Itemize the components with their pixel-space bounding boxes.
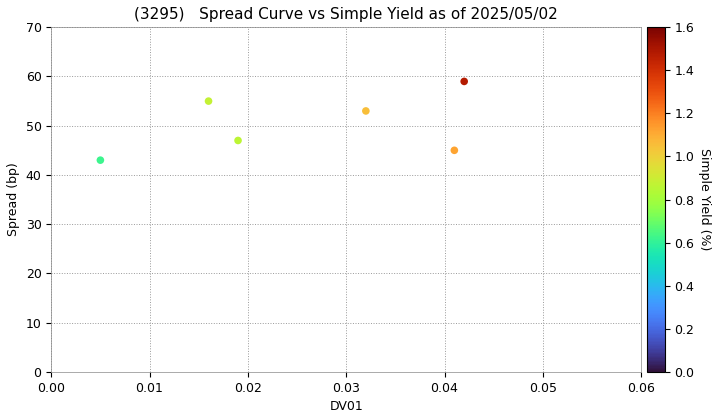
Y-axis label: Simple Yield (%): Simple Yield (%) [698, 148, 711, 251]
X-axis label: DV01: DV01 [329, 400, 363, 413]
Point [203, 98, 215, 105]
Y-axis label: Spread (bp): Spread (bp) [7, 163, 20, 236]
Point [94, 157, 106, 163]
Title: (3295)   Spread Curve vs Simple Yield as of 2025/05/02: (3295) Spread Curve vs Simple Yield as o… [135, 7, 558, 22]
Point [233, 137, 244, 144]
Point [360, 108, 372, 114]
Point [449, 147, 460, 154]
Point [459, 78, 470, 85]
